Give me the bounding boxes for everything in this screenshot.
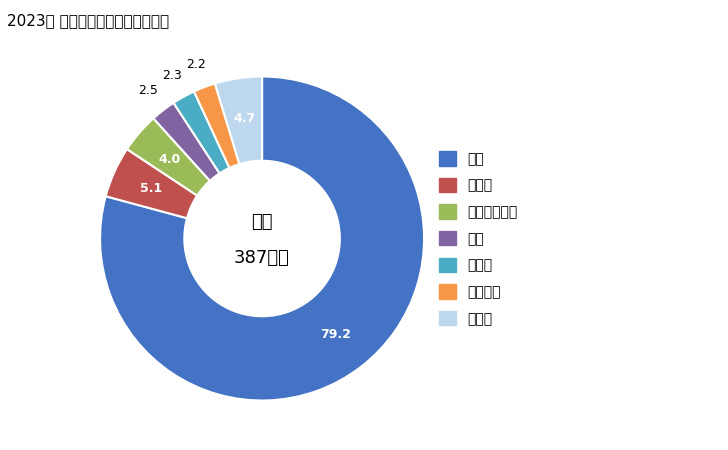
Wedge shape — [173, 91, 229, 173]
Wedge shape — [127, 118, 210, 196]
Wedge shape — [194, 84, 240, 168]
Text: 79.2: 79.2 — [320, 328, 352, 342]
Text: 387億円: 387億円 — [234, 249, 290, 267]
Text: 総額: 総額 — [251, 213, 273, 231]
Wedge shape — [154, 103, 220, 181]
Legend: 中国, ドイツ, オーストリア, 韓国, カナダ, ベトナム, その他: 中国, ドイツ, オーストリア, 韓国, カナダ, ベトナム, その他 — [439, 151, 517, 326]
Text: 4.0: 4.0 — [159, 153, 181, 166]
Text: 2.5: 2.5 — [138, 85, 158, 98]
Text: 2023年 輸入相手国のシェア（％）: 2023年 輸入相手国のシェア（％） — [7, 14, 170, 28]
Text: 5.1: 5.1 — [141, 182, 162, 195]
Text: 2.3: 2.3 — [162, 69, 182, 82]
Wedge shape — [100, 76, 424, 400]
Wedge shape — [215, 76, 262, 164]
Wedge shape — [106, 149, 197, 218]
Text: 4.7: 4.7 — [233, 112, 256, 125]
Text: 2.2: 2.2 — [186, 58, 205, 71]
